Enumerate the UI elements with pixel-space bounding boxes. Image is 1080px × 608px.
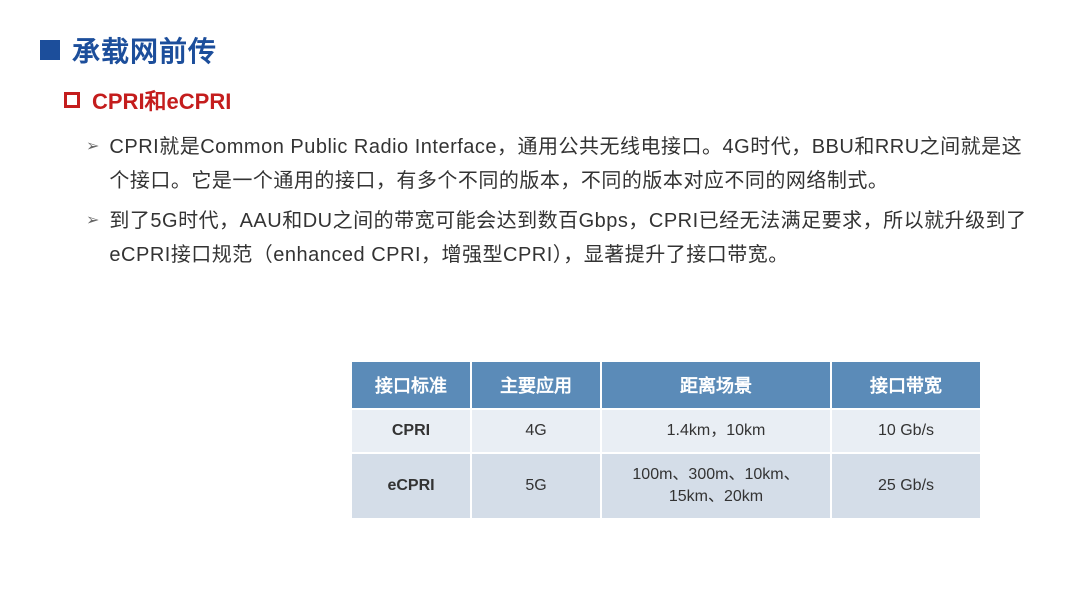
comparison-table-wrap: 接口标准主要应用距离场景接口带宽 CPRI4G1.4km，10km10 Gb/s… <box>350 360 982 520</box>
table-cell: eCPRI <box>351 453 471 519</box>
table-cell: 100m、300m、10km、15km、20km <box>601 453 831 519</box>
table-row: eCPRI5G100m、300m、10km、15km、20km25 Gb/s <box>351 453 981 519</box>
heading-1-row: 承载网前传 <box>40 30 1040 70</box>
table-row: CPRI4G1.4km，10km10 Gb/s <box>351 409 981 453</box>
table-header-row: 接口标准主要应用距离场景接口带宽 <box>351 361 981 409</box>
table-cell: 4G <box>471 409 601 453</box>
heading-1: 承载网前传 <box>72 30 217 70</box>
table-body: CPRI4G1.4km，10km10 Gb/seCPRI5G100m、300m、… <box>351 409 981 519</box>
table-header-cell: 接口标准 <box>351 361 471 409</box>
square-bullet-icon <box>40 40 60 60</box>
table-cell: 1.4km，10km <box>601 409 831 453</box>
list-item: ➢ CPRI就是Common Public Radio Interface，通用… <box>86 130 1040 198</box>
bullet-text: CPRI就是Common Public Radio Interface，通用公共… <box>109 130 1040 198</box>
table-header-cell: 主要应用 <box>471 361 601 409</box>
table-header-cell: 距离场景 <box>601 361 831 409</box>
table-cell: CPRI <box>351 409 471 453</box>
bullet-text: 到了5G时代，AAU和DU之间的带宽可能会达到数百Gbps，CPRI已经无法满足… <box>109 204 1040 272</box>
heading-2: CPRI和eCPRI <box>92 84 231 116</box>
table-cell: 25 Gb/s <box>831 453 981 519</box>
bullet-list: ➢ CPRI就是Common Public Radio Interface，通用… <box>86 130 1040 272</box>
table-header-cell: 接口带宽 <box>831 361 981 409</box>
heading-2-row: CPRI和eCPRI <box>64 84 1040 116</box>
hollow-square-icon <box>64 92 80 108</box>
table-cell: 10 Gb/s <box>831 409 981 453</box>
comparison-table: 接口标准主要应用距离场景接口带宽 CPRI4G1.4km，10km10 Gb/s… <box>350 360 982 520</box>
table-cell: 5G <box>471 453 601 519</box>
arrow-bullet-icon: ➢ <box>86 130 99 198</box>
list-item: ➢ 到了5G时代，AAU和DU之间的带宽可能会达到数百Gbps，CPRI已经无法… <box>86 204 1040 272</box>
arrow-bullet-icon: ➢ <box>86 204 99 272</box>
